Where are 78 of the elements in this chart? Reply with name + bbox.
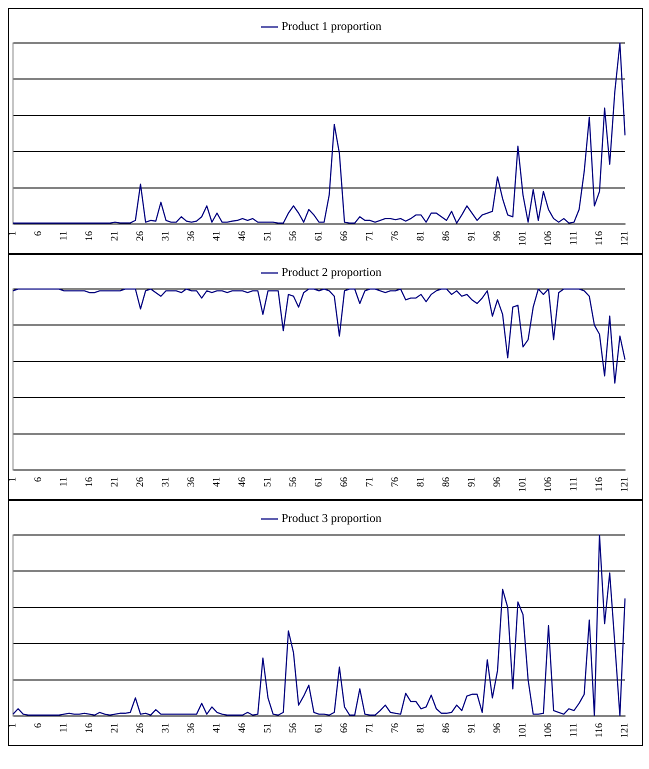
x-tick-label: 101 <box>518 231 529 246</box>
x-tick-label: 81 <box>416 231 427 241</box>
x-tick-label: 66 <box>339 477 350 487</box>
x-tick-label: 46 <box>237 723 248 733</box>
x-tick-label: 11 <box>58 723 70 733</box>
x-tick-label: 21 <box>110 231 121 241</box>
x-tick-label: 6 <box>33 723 44 728</box>
x-tick-label: 56 <box>288 723 300 733</box>
x-tick-label: 86 <box>441 231 452 241</box>
x-tick-label: 51 <box>262 723 274 733</box>
x-tick-label: 36 <box>186 477 198 487</box>
x-tick-label: 121 <box>620 723 631 738</box>
x-tick-label: 36 <box>186 231 198 241</box>
x-tick-label: 36 <box>186 723 198 733</box>
x-tick-label: 101 <box>518 477 529 492</box>
x-tick-label: 61 <box>314 231 325 241</box>
x-tick-label: 1 <box>8 231 19 236</box>
x-tick-label: 71 <box>364 723 376 733</box>
x-tick-label: 46 <box>237 231 248 241</box>
x-tick-label: 111 <box>568 723 580 738</box>
legend-label: Product 3 proportion <box>282 511 382 526</box>
x-tick-label: 61 <box>314 723 325 733</box>
x-tick-label: 91 <box>466 231 478 241</box>
x-tick-label: 26 <box>135 477 146 487</box>
x-tick-label: 76 <box>390 231 402 241</box>
x-tick-label: 101 <box>518 723 529 738</box>
x-tick-label: 1 <box>8 723 19 728</box>
x-tick-label: 41 <box>212 231 223 241</box>
x-tick-label: 41 <box>212 477 223 487</box>
x-tick-label: 66 <box>339 723 350 733</box>
x-tick-label: 16 <box>84 723 96 733</box>
x-tick-label: 56 <box>288 231 300 241</box>
x-tick-label: 6 <box>33 477 44 482</box>
x-tick-label: 11 <box>58 231 70 241</box>
x-tick-label: 86 <box>441 477 452 487</box>
x-tick-label: 66 <box>339 231 350 241</box>
x-tick-label: 6 <box>33 231 44 236</box>
x-tick-label: 71 <box>364 477 376 487</box>
x-tick-label: 61 <box>314 477 325 487</box>
x-tick-label: 86 <box>441 723 452 733</box>
x-tick-label: 41 <box>212 723 223 733</box>
x-tick-label: 31 <box>160 231 172 241</box>
x-tick-label: 91 <box>466 723 478 733</box>
x-tick-label: 31 <box>160 477 172 487</box>
x-tick-label: 96 <box>492 231 504 241</box>
x-tick-label: 26 <box>135 231 146 241</box>
x-tick-label: 116 <box>594 231 606 246</box>
x-tick-label: 116 <box>594 723 606 738</box>
x-tick-label: 76 <box>390 477 402 487</box>
x-tick-label: 71 <box>364 231 376 241</box>
legend-label: Product 1 proportion <box>282 19 382 34</box>
x-tick-label: 96 <box>492 723 504 733</box>
x-tick-label: 16 <box>84 231 96 241</box>
x-tick-label: 76 <box>390 723 402 733</box>
x-tick-label: 51 <box>262 477 274 487</box>
x-tick-label: 91 <box>466 477 478 487</box>
x-tick-label: 21 <box>110 723 121 733</box>
x-tick-label: 116 <box>594 477 606 492</box>
x-tick-label: 1 <box>8 477 19 482</box>
x-tick-label: 56 <box>288 477 300 487</box>
x-tick-label: 21 <box>110 477 121 487</box>
x-tick-label: 11 <box>58 477 70 487</box>
x-tick-label: 81 <box>416 723 427 733</box>
x-tick-label: 106 <box>543 231 554 246</box>
x-tick-label: 51 <box>262 231 274 241</box>
x-tick-label: 121 <box>620 477 631 492</box>
x-tick-label: 26 <box>135 723 146 733</box>
x-tick-label: 106 <box>543 723 554 738</box>
x-tick-label: 96 <box>492 477 504 487</box>
x-tick-label: 111 <box>568 477 580 492</box>
x-tick-label: 16 <box>84 477 96 487</box>
x-tick-label: 111 <box>568 231 580 246</box>
legend-label: Product 2 proportion <box>282 265 382 280</box>
x-tick-label: 106 <box>543 477 554 492</box>
x-tick-label: 31 <box>160 723 172 733</box>
x-tick-label: 81 <box>416 477 427 487</box>
x-tick-label: 121 <box>620 231 631 246</box>
x-tick-label: 46 <box>237 477 248 487</box>
